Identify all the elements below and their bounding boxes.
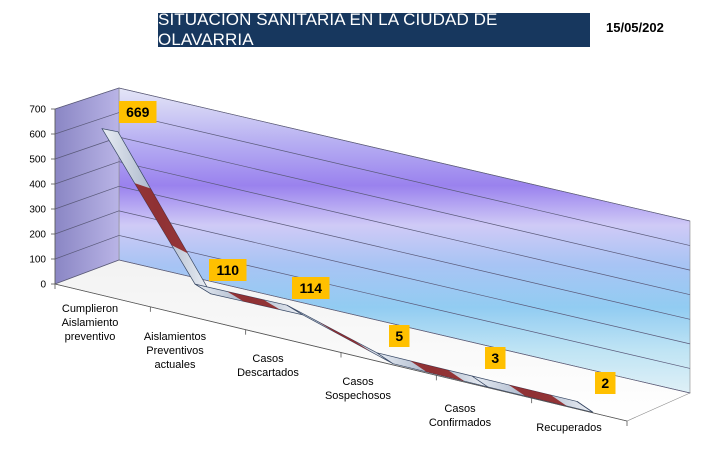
y-axis: 0 100 200 300 400 500 600 700 bbox=[29, 105, 56, 291]
x-tick-label-line: Cumplieron bbox=[62, 303, 118, 315]
gridline bbox=[118, 112, 691, 246]
y-tick-label: 0 bbox=[40, 280, 46, 291]
gridlines bbox=[54, 87, 691, 394]
gridline bbox=[118, 185, 691, 320]
y-tick-label: 500 bbox=[29, 155, 46, 166]
gridline-side bbox=[54, 87, 120, 110]
data-label-box bbox=[595, 372, 616, 394]
gridline-side bbox=[54, 136, 120, 160]
x-tick-label-line: Casos bbox=[444, 403, 476, 415]
x-tick-label-line: Descartados bbox=[237, 367, 299, 379]
y-tick-label: 700 bbox=[29, 105, 46, 116]
data-label: 110 bbox=[216, 262, 239, 278]
ribbon-shade bbox=[134, 183, 188, 254]
x-tick-label-line: Sospechosos bbox=[325, 390, 392, 402]
gridline-side bbox=[54, 210, 120, 235]
data-label: 3 bbox=[491, 350, 499, 366]
x-tick-label: Aislamientos Preventivos actuales bbox=[144, 331, 207, 371]
ribbon-shade bbox=[410, 360, 465, 382]
chart-title: SITUACIÓN SANITARIA EN LA CIUDAD DE OLAV… bbox=[158, 10, 590, 49]
date-label: 15/05/202 bbox=[606, 20, 664, 35]
x-tick-label-line: preventivo bbox=[65, 331, 116, 343]
gridline-side bbox=[54, 161, 120, 185]
y-tick-label: 400 bbox=[29, 180, 46, 191]
y-tick-label: 600 bbox=[29, 130, 46, 141]
gridline bbox=[118, 161, 691, 296]
data-label-box bbox=[292, 277, 330, 299]
x-tick-label: Casos Sospechosos bbox=[325, 376, 392, 402]
data-label-box bbox=[485, 347, 506, 369]
gridline bbox=[118, 87, 691, 222]
x-tick-label-line: Aislamiento bbox=[62, 317, 119, 329]
ribbon-shade bbox=[508, 384, 567, 406]
data-label-box bbox=[209, 259, 247, 281]
data-label: 669 bbox=[126, 104, 150, 120]
ribbon-shade bbox=[318, 321, 371, 352]
x-tick-label-line: Casos bbox=[342, 376, 374, 388]
ribbon-shade bbox=[227, 291, 280, 310]
x-tick-label-line: Casos bbox=[252, 353, 284, 365]
data-label-box bbox=[389, 325, 410, 347]
gridline-side bbox=[54, 112, 120, 135]
gridline bbox=[118, 136, 691, 271]
gridline-side bbox=[54, 259, 120, 285]
series-ribbon bbox=[101, 128, 594, 413]
x-tick-label: Cumplieron Aislamiento preventivo bbox=[62, 303, 119, 343]
y-tick-label: 300 bbox=[29, 205, 46, 216]
side-wall bbox=[54, 87, 120, 285]
x-tick-label-line: Preventivos bbox=[146, 345, 204, 357]
gridline-side bbox=[54, 185, 120, 210]
y-tick-label: 100 bbox=[29, 255, 46, 266]
y-tick-label: 200 bbox=[29, 230, 46, 241]
x-tick-label-line: Aislamientos bbox=[144, 331, 207, 343]
gridline-side bbox=[54, 235, 120, 260]
data-label: 5 bbox=[395, 328, 403, 344]
x-tick-label: Casos Descartados bbox=[237, 353, 299, 379]
gridline bbox=[118, 235, 691, 369]
x-tick-label: Casos Confirmados bbox=[429, 403, 492, 429]
data-labels: 669 110 114 5 3 2 bbox=[119, 101, 616, 394]
x-axis: Cumplieron Aislamiento preventivo Aislamien… bbox=[54, 283, 628, 434]
data-label: 2 bbox=[601, 375, 609, 391]
data-label-box bbox=[119, 101, 157, 123]
x-axis-line bbox=[54, 283, 628, 422]
gridline bbox=[118, 210, 691, 345]
x-tick-label-line: actuales bbox=[155, 359, 196, 371]
x-tick-label: Recuperados bbox=[536, 422, 602, 434]
x-tick-label-line: Confirmados bbox=[429, 417, 492, 429]
x-tick-label-line: Recuperados bbox=[536, 422, 602, 434]
data-label: 114 bbox=[299, 280, 322, 296]
ribbon-end bbox=[576, 401, 594, 413]
